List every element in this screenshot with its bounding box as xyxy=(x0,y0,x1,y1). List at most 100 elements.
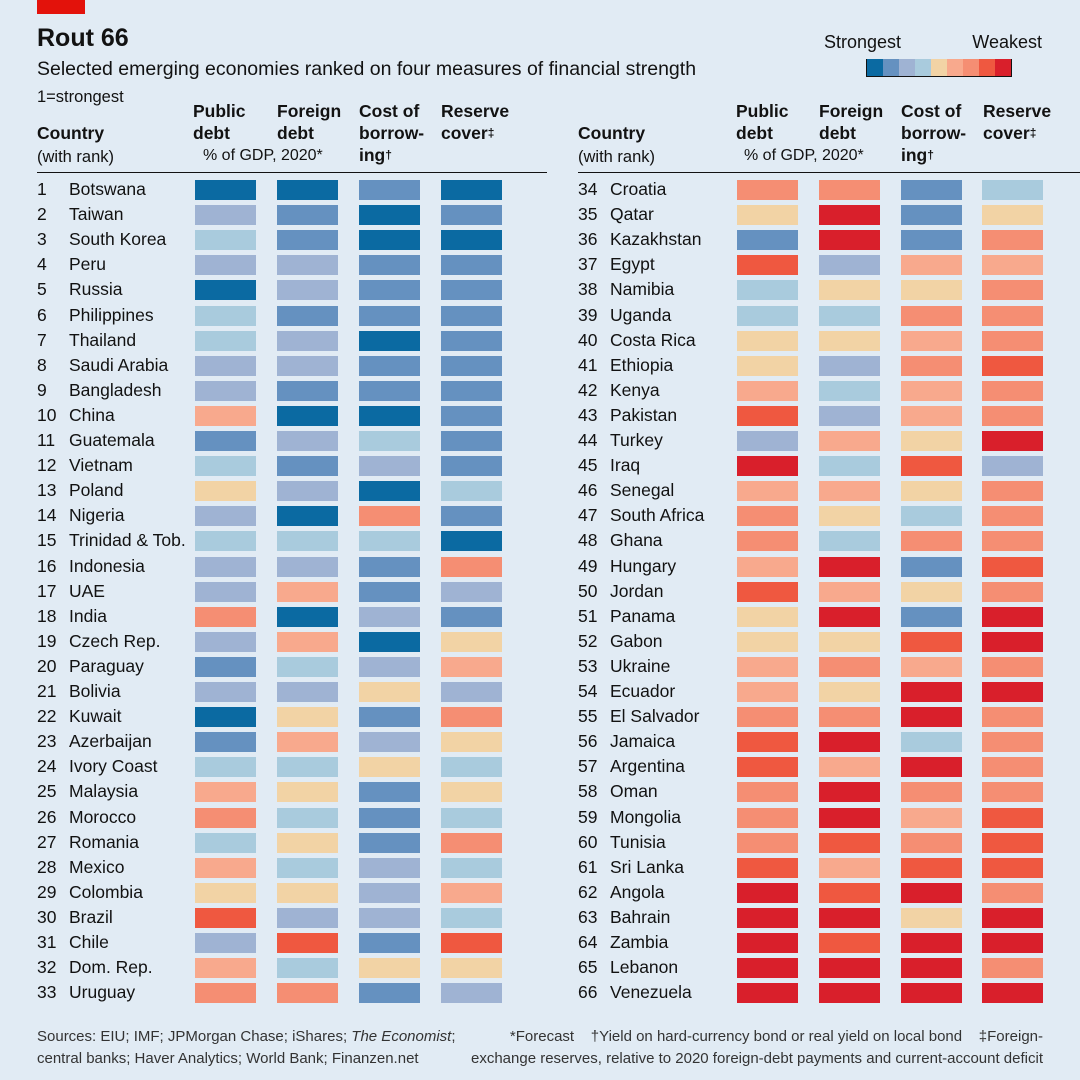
cost-of-borrowing-cell xyxy=(901,380,962,401)
legend-strongest-label: Strongest xyxy=(824,32,902,52)
public-debt-cell xyxy=(195,205,256,226)
public-debt-cell xyxy=(195,531,256,552)
reserve-cover-cell xyxy=(441,330,502,351)
country-label: Colombia xyxy=(69,881,143,902)
reserve-cover-cell xyxy=(982,631,1043,652)
cost-of-borrowing-cell xyxy=(901,531,962,552)
reserve-cover-cell xyxy=(982,180,1043,200)
public-debt-cell xyxy=(195,280,256,301)
reserve-cover-cell xyxy=(982,456,1043,477)
foreign-debt-cell xyxy=(277,556,338,577)
table-row: 39 Uganda xyxy=(578,303,1080,328)
country-label: Ivory Coast xyxy=(69,756,158,777)
cost-of-borrowing-cell xyxy=(359,255,420,276)
public-debt-cell xyxy=(737,581,798,602)
foreign-debt-cell xyxy=(277,682,338,702)
cost-of-borrowing-cell xyxy=(901,180,962,200)
rank-label: 35 xyxy=(578,204,598,225)
table-row: 17 UAE xyxy=(37,579,547,604)
table-row: 31 Chile xyxy=(37,930,547,955)
reserve-cover-cell xyxy=(441,205,502,226)
table-row: 27 Romania xyxy=(37,830,547,855)
cost-of-borrowing-cell xyxy=(359,782,420,803)
country-label: Philippines xyxy=(69,304,154,325)
reserve-cover-cell xyxy=(982,330,1043,351)
foreign-debt-cell xyxy=(277,255,338,276)
foreign-debt-cell xyxy=(277,857,338,878)
country-label: Angola xyxy=(610,881,665,902)
table-row: 19 Czech Rep. xyxy=(37,629,547,654)
reserve-cover-cell xyxy=(982,305,1043,326)
country-label: Botswana xyxy=(69,179,146,199)
country-column-subheader: (with rank) xyxy=(37,148,115,166)
table-row: 34 Croatia xyxy=(578,177,1080,202)
legend-swatch-4 xyxy=(931,59,947,76)
table-row: 37 Egypt xyxy=(578,252,1080,277)
cost-of-borrowing-cell xyxy=(901,832,962,853)
rank-label: 36 xyxy=(578,229,598,250)
legend-swatch-1 xyxy=(883,59,899,76)
table-row: 53 Ukraine xyxy=(578,654,1080,679)
country-label: Czech Rep. xyxy=(69,630,161,651)
foreign-debt-cell xyxy=(819,707,880,728)
public-debt-cell xyxy=(737,506,798,527)
foreign-debt-cell xyxy=(819,481,880,502)
public-debt-cell xyxy=(195,631,256,652)
foreign-debt-cell xyxy=(277,305,338,326)
foreign-debt-cell xyxy=(277,230,338,251)
foreign-debt-cell xyxy=(277,280,338,301)
rank-label: 52 xyxy=(578,630,598,651)
country-column-header: Country xyxy=(578,123,646,143)
public-debt-cell xyxy=(737,656,798,677)
reserve-cover-cell xyxy=(441,732,502,753)
table-row: 41 Ethiopia xyxy=(578,353,1080,378)
chart-subtitle: Selected emerging economies ranked on fo… xyxy=(37,58,697,80)
rank-label: 25 xyxy=(37,781,57,802)
legend-swatch-5 xyxy=(947,59,963,76)
rank-label: 27 xyxy=(37,831,57,852)
cost-of-borrowing-cell xyxy=(901,907,962,928)
cost-of-borrowing-cell xyxy=(359,656,420,677)
reserve-cover-cell xyxy=(982,907,1043,928)
rank-label: 14 xyxy=(37,505,57,526)
rank-label: 47 xyxy=(578,505,598,526)
table-row: 65 Lebanon xyxy=(578,955,1080,980)
reserve-cover-cell xyxy=(441,832,502,853)
rank-label: 38 xyxy=(578,279,598,300)
foreign-debt-cell xyxy=(819,606,880,627)
cost-of-borrowing-cell xyxy=(359,682,420,702)
cost-of-borrowing-cell xyxy=(359,506,420,527)
public-debt-cell xyxy=(737,606,798,627)
table-row: 49 Hungary xyxy=(578,554,1080,579)
country-label: Paraguay xyxy=(69,655,144,676)
reserve-cover-cell xyxy=(982,431,1043,451)
rank-label: 7 xyxy=(37,329,47,350)
cost-of-borrowing-cell xyxy=(901,782,962,803)
country-label: Brazil xyxy=(69,906,113,927)
public-debt-cell xyxy=(195,506,256,527)
public-debt-cell xyxy=(195,305,256,326)
public-debt-cell xyxy=(195,380,256,401)
cost-of-borrowing-cell xyxy=(359,380,420,401)
rank-label: 28 xyxy=(37,856,57,877)
cost-of-borrowing-cell xyxy=(901,305,962,326)
country-label: Tunisia xyxy=(610,831,666,852)
foreign-debt-cell xyxy=(277,456,338,477)
rank-label: 66 xyxy=(578,982,598,1003)
header-divider xyxy=(37,172,547,173)
public-debt-cell xyxy=(737,782,798,803)
rank-label: 49 xyxy=(578,555,598,576)
reserve-cover-cell xyxy=(441,757,502,778)
reserve-cover-cell xyxy=(441,606,502,627)
rank-label: 29 xyxy=(37,881,57,902)
brand-red-bar xyxy=(37,0,85,14)
public-debt-cell xyxy=(195,656,256,677)
public-debt-cell xyxy=(737,882,798,903)
table-row: 12 Vietnam xyxy=(37,453,547,478)
cost-of-borrowing-cell xyxy=(359,405,420,426)
cost-of-borrowing-cell xyxy=(901,807,962,828)
public-debt-cell xyxy=(737,330,798,351)
table-row: 3 South Korea xyxy=(37,227,547,252)
public-debt-cell xyxy=(737,205,798,226)
cost-of-borrowing-cell xyxy=(901,732,962,753)
